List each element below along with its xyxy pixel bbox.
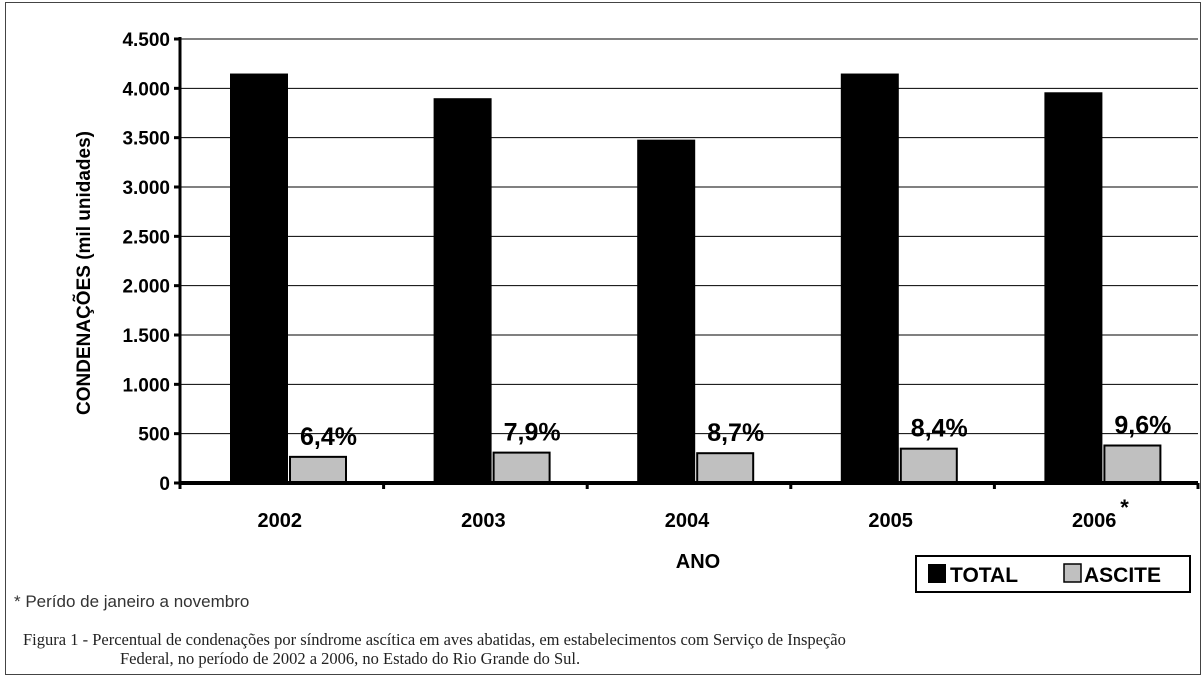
footnote: * Perído de janeiro a novembro <box>14 592 250 611</box>
data-label: 6,4% <box>300 423 357 451</box>
legend-box <box>915 555 1191 593</box>
bar-chart: 0 500 1.000 1.500 2.000 2.500 3.000 3.500 4.000 4… <box>73 30 1200 593</box>
bar-ascite <box>289 455 347 484</box>
bar-total <box>230 73 288 484</box>
x-tick-label: 2002 <box>258 510 303 532</box>
y-tick-label: 500 <box>138 425 170 446</box>
bar-ascite <box>1103 444 1162 484</box>
y-tick-label: 4.500 <box>122 30 170 51</box>
caption-line-2: Federal, no período de 2002 a 2006, no E… <box>120 649 581 668</box>
x-tick-marker: * <box>1120 495 1129 520</box>
y-tick-label: 1.500 <box>122 326 170 347</box>
data-label: 7,9% <box>504 419 561 447</box>
bar-total <box>433 98 492 483</box>
bar-total <box>1044 92 1103 483</box>
legend-label-total: TOTAL <box>950 564 1018 587</box>
legend-swatch-ascite <box>1063 563 1082 583</box>
y-tick-label: 2.500 <box>122 227 170 248</box>
bar-total <box>637 139 696 483</box>
legend-swatch-total <box>928 564 946 583</box>
y-tick-label: 3.000 <box>122 178 170 199</box>
data-label: 9,6% <box>1114 412 1171 440</box>
x-tick-label: 2006 <box>1072 510 1117 532</box>
legend-label-ascite: ASCITE <box>1084 564 1161 587</box>
y-tick-label: 4.000 <box>122 79 170 100</box>
x-tick-label: 2004 <box>665 510 710 532</box>
y-tick-label: 1.000 <box>122 375 170 396</box>
x-tick-label: 2005 <box>868 510 913 532</box>
y-tick-label: 3.500 <box>122 129 170 150</box>
data-label: 8,7% <box>707 419 764 447</box>
y-tick-label: 2.000 <box>122 277 170 298</box>
bar-ascite <box>899 447 958 484</box>
figure-caption: Figura 1 - Percentual de condenações por… <box>23 630 1198 668</box>
y-axis-label: CONDENAÇÕES (mil unidades) <box>73 131 95 415</box>
bar-ascite <box>696 452 755 484</box>
data-label: 8,4% <box>911 415 968 443</box>
bar-total <box>840 73 899 484</box>
x-tick-label: 2003 <box>461 510 506 532</box>
bar-ascite <box>492 451 551 484</box>
y-tick-label: 0 <box>159 474 170 495</box>
caption-line-1: Figura 1 - Percentual de condenações por… <box>23 630 846 649</box>
x-axis-label: ANO <box>676 551 720 573</box>
